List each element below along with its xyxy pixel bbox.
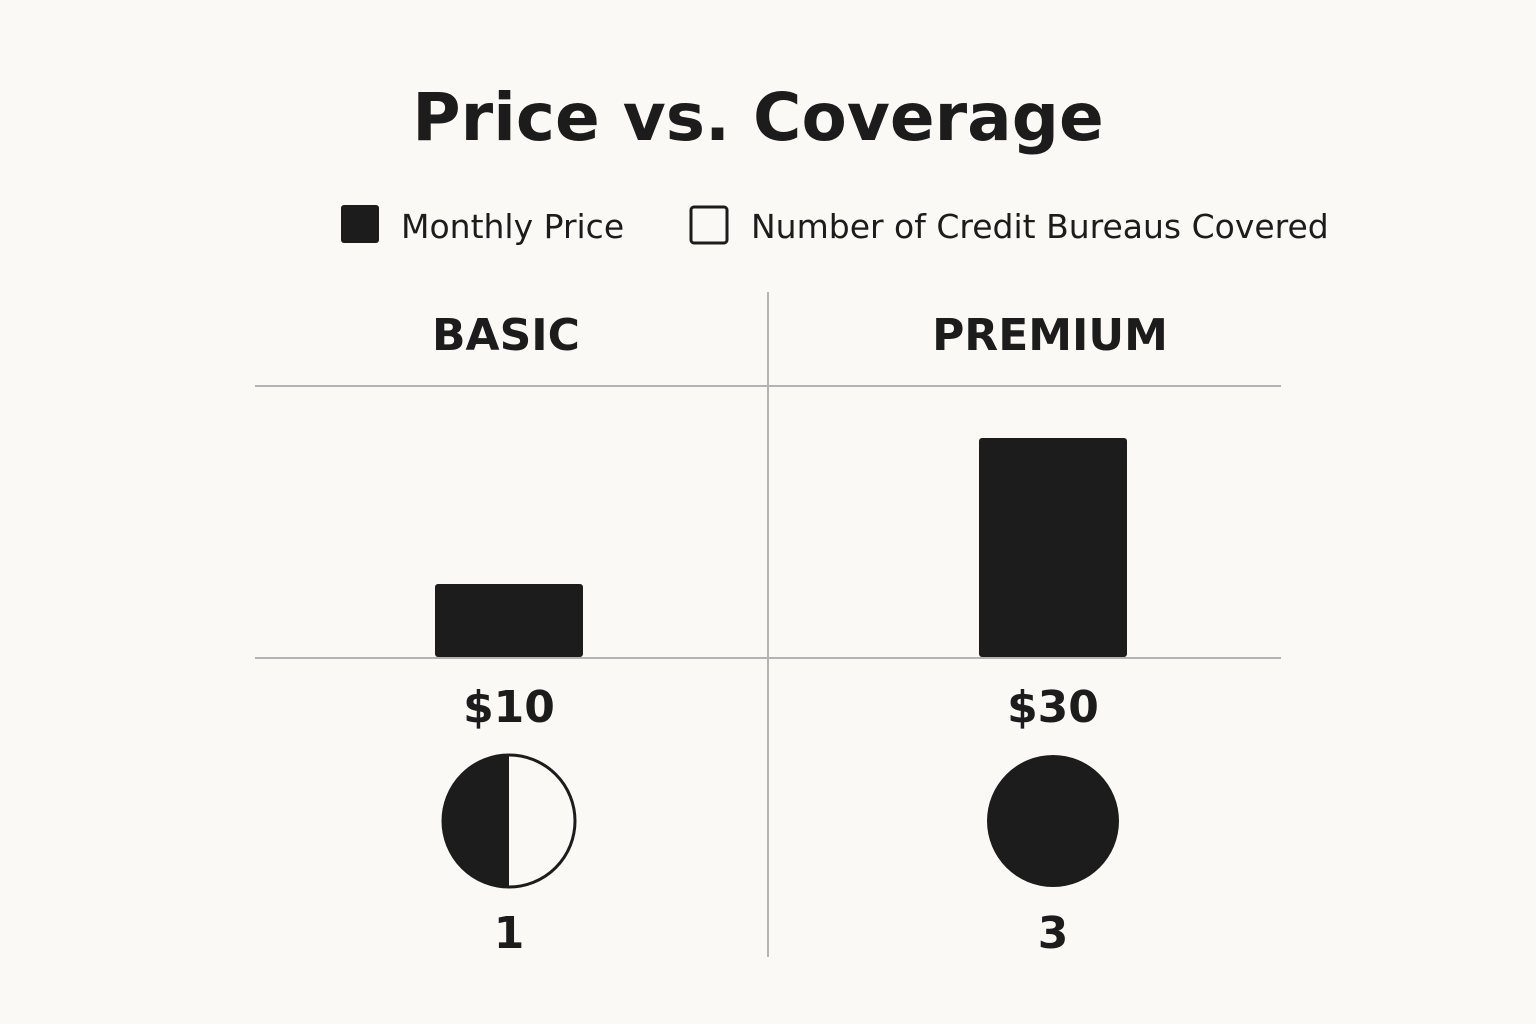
category-label-premium: PREMIUM xyxy=(932,310,1168,361)
coverage-circle-premium xyxy=(987,755,1119,887)
legend-swatch-monthly-price xyxy=(341,205,379,243)
coverage-circle-fill-basic xyxy=(443,755,509,887)
chart-marks: BASIC $10 1 PREMIUM $30 3 xyxy=(432,310,1168,959)
bureaus-count-label-premium: 3 xyxy=(1038,908,1069,959)
category-label-basic: BASIC xyxy=(432,310,580,361)
bar-monthly-price-premium xyxy=(979,438,1127,657)
chart-title: Price vs. Coverage xyxy=(412,79,1103,156)
legend-swatch-bureaus-covered xyxy=(689,205,729,245)
legend-label-monthly-price: Monthly Price xyxy=(401,207,624,246)
grid-lines xyxy=(255,292,1281,957)
price-label-basic: $10 xyxy=(463,682,555,733)
chart-legend: Monthly Price Number of Credit Bureaus C… xyxy=(341,205,1329,246)
legend-label-bureaus-covered: Number of Credit Bureaus Covered xyxy=(751,207,1329,246)
bureaus-count-label-basic: 1 xyxy=(494,908,525,959)
bar-monthly-price-basic xyxy=(435,584,583,657)
price-label-premium: $30 xyxy=(1007,682,1099,733)
